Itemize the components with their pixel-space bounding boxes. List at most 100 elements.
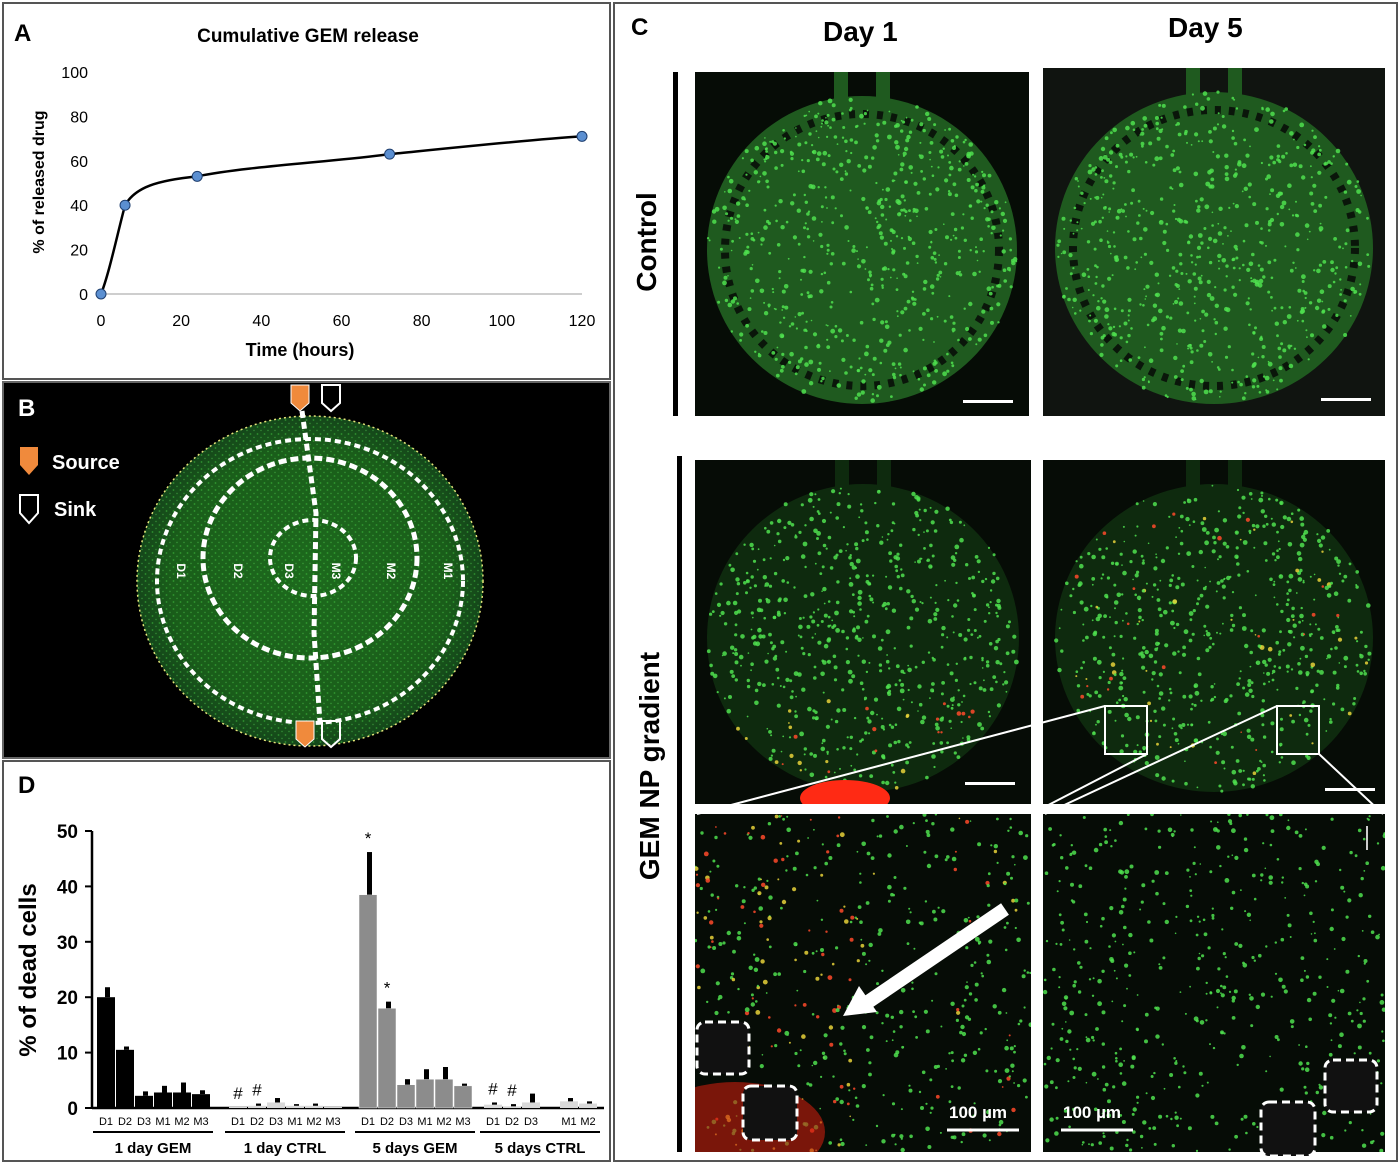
- inlet-channel: [877, 460, 891, 490]
- y-tick-label: 20: [70, 243, 88, 260]
- scale-bar: [963, 400, 1013, 403]
- dividing-line: [299, 410, 323, 724]
- error-bar: [492, 1102, 497, 1105]
- bar: [116, 1049, 134, 1108]
- data-point: [384, 148, 396, 160]
- panel-d: D 0 10 20 30 40 50 % of dead cells D1 D2 D3 M1 M2 M3…: [2, 760, 611, 1162]
- cell-dots: [1056, 90, 1371, 401]
- x-tick-label: 100: [488, 313, 515, 330]
- y-tick-label: 0: [67, 1099, 78, 1120]
- scale-bar: [1325, 788, 1375, 791]
- error-bar: [367, 852, 372, 895]
- bar-label: D2: [505, 1116, 519, 1128]
- data-point: [95, 288, 107, 300]
- chip-tissue: [707, 96, 1017, 404]
- chart-title: Cumulative GEM release: [197, 26, 419, 47]
- data-point: [191, 170, 203, 182]
- release-chart: Cumulative GEM release 0 20 40 60 80 100 120 0 20…: [31, 26, 595, 360]
- bar: [560, 1101, 578, 1108]
- y-tick-label: 40: [57, 877, 78, 898]
- image-gem-day1-zoom: [695, 814, 1031, 1152]
- bar: [579, 1103, 597, 1108]
- release-curve: [99, 135, 583, 295]
- y-tick-label: 60: [70, 154, 88, 171]
- x-tick-label: 60: [333, 313, 351, 330]
- panel-b: B Source Sink D1: [2, 381, 611, 759]
- y-tick-label: 50: [57, 822, 78, 843]
- cell-dots: [706, 97, 1018, 403]
- bar-label: D3: [399, 1116, 413, 1128]
- pillar-ring: [721, 110, 1003, 390]
- panel-a: A Cumulative GEM release 0 20 40 60 80 100 120 0…: [2, 2, 611, 380]
- bar: [396, 1084, 416, 1109]
- chip-boundary: [136, 415, 484, 747]
- significance-mark: #: [252, 1081, 262, 1100]
- image-gem-day5: [1043, 460, 1385, 804]
- scale-bar: [1321, 398, 1371, 401]
- bar-label: M1: [155, 1116, 170, 1128]
- bar: [173, 1092, 191, 1108]
- image-gem-day1: [695, 460, 1031, 804]
- y-tick-label: 0: [79, 287, 88, 304]
- group-label: 5 days CTRL: [495, 1140, 586, 1157]
- bar-label: D1: [361, 1116, 375, 1128]
- bar: [415, 1078, 435, 1109]
- significance-mark: #: [507, 1081, 517, 1100]
- column-label-day1: Day 1: [823, 16, 898, 47]
- bar: [358, 894, 378, 1109]
- bar: [484, 1104, 502, 1108]
- significance-mark: *: [384, 979, 391, 998]
- source-icon: [20, 447, 38, 475]
- bar-label: M3: [455, 1116, 470, 1128]
- group-label: 5 days GEM: [372, 1140, 457, 1157]
- y-tick-label: 40: [70, 198, 88, 215]
- x-tick-label: 80: [413, 313, 431, 330]
- region-m3: M3: [329, 563, 343, 580]
- chip-tissue: [1055, 92, 1373, 404]
- image-gem-day5-zoom: [1043, 814, 1385, 1152]
- error-bar: [462, 1083, 467, 1086]
- region-m2: M2: [384, 563, 398, 580]
- bar-label: M2: [174, 1116, 189, 1128]
- y-tick-label: 10: [57, 1044, 78, 1065]
- error-bar: [405, 1079, 410, 1085]
- inlet-channel: [835, 460, 849, 490]
- row-label-gem: GEM NP gradient: [634, 651, 665, 881]
- group-label: 1 day CTRL: [244, 1140, 327, 1157]
- significance-mark: #: [233, 1084, 243, 1103]
- bar-label: M1: [561, 1116, 576, 1128]
- row-label-control: Control: [631, 192, 662, 292]
- bar-label: D2: [380, 1116, 394, 1128]
- inner-ring: [268, 518, 358, 598]
- x-axis-label: Time (hours): [246, 340, 355, 360]
- scale-bar: [965, 782, 1015, 785]
- error-bar: [162, 1085, 167, 1093]
- bar-label: D3: [137, 1116, 151, 1128]
- chip-diagram: Source Sink D1 D2 D3 M3 M2 M1: [19, 384, 484, 749]
- panel-letter-a: A: [14, 20, 32, 47]
- bar-label: D2: [118, 1116, 132, 1128]
- pillar-ring: [1069, 106, 1359, 390]
- dead-cell-region: [695, 1082, 825, 1152]
- legend-sink-label: Sink: [54, 499, 97, 521]
- inlet-channel: [1186, 460, 1200, 490]
- bar: [154, 1092, 172, 1108]
- group-label: 1 day GEM: [115, 1140, 192, 1157]
- bar-label: M1: [417, 1116, 432, 1128]
- bar-label: M2: [306, 1116, 321, 1128]
- bar: [192, 1094, 210, 1108]
- inlet-channel: [1228, 460, 1242, 490]
- error-bar: [124, 1046, 129, 1050]
- bar: [135, 1095, 153, 1108]
- legend-source-label: Source: [52, 452, 120, 474]
- bar-label: D1: [99, 1116, 113, 1128]
- region-d2: D2: [231, 563, 245, 579]
- sink-marker-top: [321, 384, 341, 413]
- cell-dots: [1043, 814, 1385, 1152]
- bar-label: D1: [486, 1116, 500, 1128]
- error-bar: [181, 1082, 186, 1093]
- column-label-day5: Day 5: [1168, 12, 1243, 43]
- significance-mark: #: [488, 1079, 498, 1098]
- error-bar: [313, 1103, 318, 1106]
- error-bar: [443, 1067, 448, 1080]
